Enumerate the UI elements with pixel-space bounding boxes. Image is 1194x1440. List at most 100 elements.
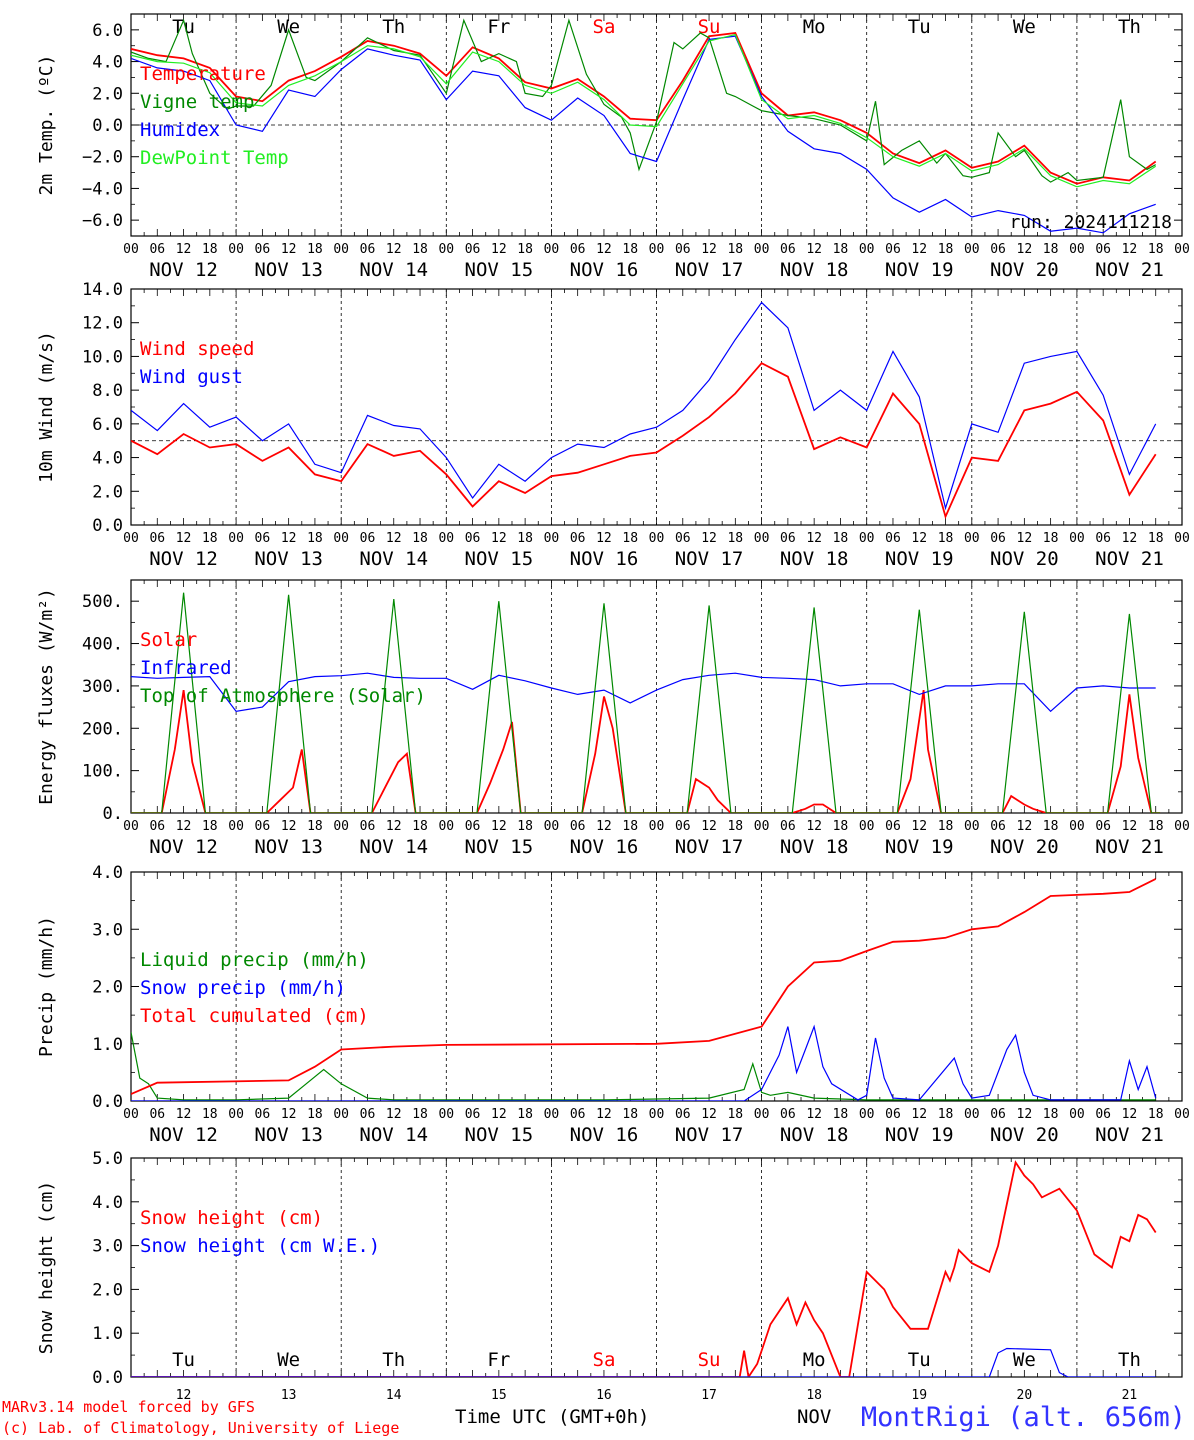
legend-temperature: Temperature <box>140 63 266 85</box>
hour-tick-label: 12 <box>806 531 822 546</box>
y-tick-label: 8.0 <box>92 381 123 401</box>
date-label: NOV 20 <box>990 836 1059 858</box>
day-of-week-label: Fr <box>487 16 510 38</box>
hour-tick-label: 06 <box>990 1107 1006 1122</box>
y-tick-label: 4.0 <box>92 1193 123 1213</box>
hour-tick-label: 06 <box>990 531 1006 546</box>
panel-energy: 500. 400. 300. 200. 100. 0. Energy fluxes (W/m… <box>36 579 1190 858</box>
y-tick-label: 2.0 <box>92 84 123 104</box>
date-label: NOV 12 <box>149 836 218 858</box>
y-tick-label: 0.0 <box>92 116 123 136</box>
hour-tick-label: 00 <box>649 242 665 257</box>
date-label: NOV 14 <box>359 548 428 570</box>
run-annotation: run: 2024111218 <box>1009 212 1172 233</box>
bottom-month-label: NOV <box>797 1406 831 1428</box>
panel-temp: 6.0 4.0 2.0 0.0 −2.0 −4.0 −6.0 2m Temp. (ºC) 00 0… <box>36 13 1190 281</box>
hour-tick-label: 06 <box>675 1107 691 1122</box>
legend-top-of-atmosphere-solar-: Top of Atmosphere (Solar) <box>140 685 426 707</box>
hour-tick-label: 06 <box>570 531 586 546</box>
y-tick-label: −6.0 <box>82 211 123 231</box>
series-snow-height-cm- <box>131 1160 1157 1377</box>
date-label: NOV 20 <box>990 548 1059 570</box>
hour-tick-label: 00 <box>649 1107 665 1122</box>
series-solar <box>131 689 1161 813</box>
date-label: NOV 12 <box>149 1124 218 1146</box>
hour-tick-label: 06 <box>360 242 376 257</box>
hour-tick-label: 00 <box>754 1107 770 1122</box>
hour-tick-label: 00 <box>1069 242 1085 257</box>
hour-tick-label: 06 <box>360 1107 376 1122</box>
series-wind-speed <box>131 362 1157 520</box>
hour-tick-label: 00 <box>438 242 454 257</box>
hour-tick-label: 00 <box>1069 1107 1085 1122</box>
y-tick-label: 1.0 <box>92 1035 123 1055</box>
hour-tick-label: 12 <box>701 819 717 834</box>
date-label: NOV 21 <box>1095 548 1164 570</box>
y-tick-label: −2.0 <box>82 148 123 168</box>
series-humidex <box>131 35 1156 234</box>
hour-tick-label: 00 <box>964 242 980 257</box>
date-label: NOV 16 <box>570 548 639 570</box>
hour-tick-label: 06 <box>990 242 1006 257</box>
bottom-date-label: 21 <box>1122 1388 1138 1403</box>
hour-tick-label: 18 <box>307 242 323 257</box>
y-tick-label: 4.0 <box>92 53 123 73</box>
hour-tick-label: 00 <box>123 242 139 257</box>
series-temperature <box>131 32 1157 185</box>
hour-tick-label: 18 <box>412 531 428 546</box>
hour-tick-label: 06 <box>780 819 796 834</box>
hour-tick-label: 12 <box>491 1107 507 1122</box>
hour-tick-label: 18 <box>202 531 218 546</box>
hour-tick-label: 12 <box>491 819 507 834</box>
hour-tick-label: 00 <box>438 819 454 834</box>
hour-tick-label: 00 <box>649 819 665 834</box>
hour-tick-label: 12 <box>701 531 717 546</box>
day-of-week-label: Tu <box>908 1349 931 1371</box>
hour-tick-label: 00 <box>333 819 349 834</box>
date-label: NOV 17 <box>675 1124 744 1146</box>
hour-tick-label: 00 <box>859 531 875 546</box>
series-snow-precip-mm-h- <box>131 1024 1157 1101</box>
hour-tick-label: 06 <box>465 531 481 546</box>
hour-tick-label: 00 <box>544 1107 560 1122</box>
y-tick-label: 10.0 <box>82 347 123 367</box>
hour-tick-label: 18 <box>1043 1107 1059 1122</box>
hour-tick-label: 00 <box>438 1107 454 1122</box>
day-of-week-label: Fr <box>487 1349 510 1371</box>
date-label: NOV 15 <box>465 548 534 570</box>
hour-tick-label: 00 <box>964 531 980 546</box>
hour-tick-label: 18 <box>202 819 218 834</box>
hour-tick-label: 18 <box>622 819 638 834</box>
hour-tick-label: 12 <box>1122 1107 1138 1122</box>
panel-wind: 14.0 12.0 10.0 8.0 6.0 4.0 2.0 0.0 10m Wind (m/s… <box>36 280 1190 570</box>
series-infrared <box>131 672 1156 713</box>
y-tick-label: 4.0 <box>92 449 123 469</box>
y-tick-label: 3.0 <box>92 1237 123 1257</box>
hour-tick-label: 00 <box>649 531 665 546</box>
hour-tick-label: 06 <box>675 819 691 834</box>
hour-tick-label: 18 <box>202 1107 218 1122</box>
hour-tick-label: 12 <box>281 1107 297 1122</box>
bottom-date-label: 18 <box>806 1388 822 1403</box>
hour-tick-label: 00 <box>964 1107 980 1122</box>
date-label: NOV 21 <box>1095 836 1164 858</box>
hour-tick-label: 06 <box>885 1107 901 1122</box>
day-of-week-label: Su <box>698 1349 721 1371</box>
day-of-week-label: Tu <box>172 1349 195 1371</box>
hour-tick-label: 00 <box>123 1107 139 1122</box>
hour-tick-label: 06 <box>885 242 901 257</box>
date-label: NOV 20 <box>990 1124 1059 1146</box>
hour-tick-label: 00 <box>1174 242 1190 257</box>
date-label: NOV 12 <box>149 259 218 281</box>
hour-tick-label: 18 <box>622 242 638 257</box>
date-label: NOV 15 <box>465 1124 534 1146</box>
hour-tick-label: 18 <box>727 242 743 257</box>
hour-tick-label: 06 <box>465 242 481 257</box>
hour-tick-label: 00 <box>228 531 244 546</box>
panel-snow: 5.0 4.0 3.0 2.0 1.0 0.0 Snow height (cm) Tu We Th… <box>36 1149 1183 1428</box>
hour-tick-label: 12 <box>176 1107 192 1122</box>
date-label: NOV 15 <box>465 259 534 281</box>
y-tick-label: 300. <box>82 677 123 697</box>
hour-tick-label: 00 <box>228 242 244 257</box>
hour-tick-label: 12 <box>176 531 192 546</box>
